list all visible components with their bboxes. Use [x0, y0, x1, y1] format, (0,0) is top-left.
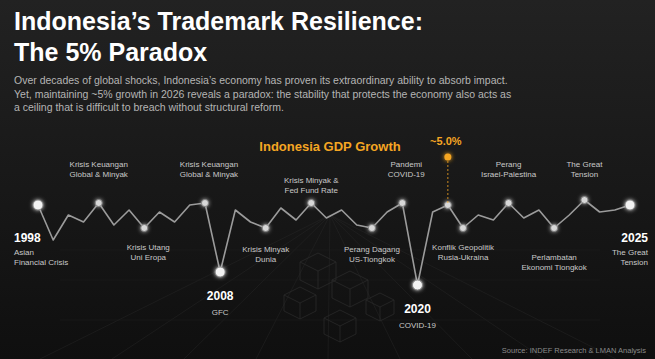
- event-dot: [505, 200, 512, 207]
- annotation: Israel-Palestina: [481, 170, 537, 179]
- annotation: Uni Eropa: [130, 253, 166, 262]
- event-dot: [460, 225, 467, 232]
- annotation-dot: [444, 154, 451, 161]
- annotation: Dunia: [255, 255, 276, 264]
- annotations: AsianFinancial CrisisKrisis KeuanganGlob…: [14, 135, 649, 330]
- deco-cube: [300, 253, 336, 271]
- title: The 5% Paradox: [14, 38, 207, 66]
- annotation: Krisis Minyak: [242, 245, 290, 254]
- annotation: US-Tiongkok: [349, 255, 396, 264]
- annotation: Tension: [620, 258, 648, 267]
- annotation: COVID-19: [388, 170, 425, 179]
- annotation: Krisis Utang: [127, 243, 170, 252]
- annotation: Konflik Geopolitik: [432, 243, 495, 252]
- gdp-line: [38, 200, 630, 285]
- annotation: GFC: [212, 308, 229, 317]
- chart: Indonesia’s Trademark Resilience: The 5% …: [0, 0, 655, 359]
- deco-cube: [318, 271, 319, 289]
- subtitle: Yet, maintaining ~5% growth in 2026 reve…: [14, 88, 511, 100]
- deco-cube: [324, 318, 356, 342]
- annotation: Tension: [571, 170, 599, 179]
- deco-grid-line: [330, 215, 400, 359]
- deco-cube: [340, 326, 341, 342]
- deco-cube: [366, 293, 394, 307]
- deco-cube: [300, 303, 301, 319]
- source: Source: INDEF Research & LMAN Analysis: [502, 346, 646, 355]
- annotation: Pandemi: [391, 160, 423, 169]
- deco-cube: [350, 289, 351, 307]
- annotation: Krisis Keuangan: [180, 160, 238, 169]
- x-tick-labels: 1998 2008 2020 2025: [14, 231, 648, 316]
- deco-cube: [324, 310, 356, 326]
- reference-line: [30, 156, 640, 158]
- event-dot: [399, 200, 406, 207]
- deco-grid-line: [330, 215, 616, 359]
- title: Indonesia’s Trademark Resilience:: [14, 7, 423, 35]
- deco-cube: [366, 300, 394, 321]
- plot-area: [33, 197, 635, 291]
- annotation: The Great: [566, 160, 603, 169]
- deco-cube: [380, 307, 381, 321]
- deco-grid-line: [40, 215, 330, 359]
- deco-grid-line: [112, 215, 330, 359]
- deco-grid-line: [60, 320, 600, 321]
- event-dot: [215, 267, 225, 277]
- x-tick-label: 2008: [207, 289, 234, 303]
- deco-grid-line: [330, 215, 472, 359]
- annotation: Perang: [496, 160, 522, 169]
- event-dot: [551, 225, 558, 232]
- annotation: Global & Minyak: [180, 170, 239, 179]
- annotation-connector: [447, 157, 448, 205]
- deco-grid-line: [184, 215, 330, 359]
- deco-grid-line: [60, 280, 600, 281]
- annotation: ~5.0%: [430, 135, 462, 147]
- event-dot: [308, 200, 315, 207]
- annotation: Global & Minyak: [70, 170, 129, 179]
- annotation: Krisis Minyak &: [284, 176, 339, 185]
- event-dot: [625, 200, 635, 210]
- annotation: Perlambatan: [531, 253, 576, 262]
- annotation: Asian: [14, 248, 34, 257]
- deco-cube: [332, 271, 368, 289]
- annotation: Fed Fund Rate: [285, 186, 339, 195]
- background: [0, 0, 655, 359]
- annotation: Krisis Keuangan: [70, 160, 128, 169]
- x-tick-label: 2020: [404, 302, 431, 316]
- event-dot: [201, 200, 208, 207]
- event-dot: [368, 225, 375, 232]
- deco-grid-line: [328, 215, 330, 359]
- annotation: The Great: [612, 248, 649, 257]
- annotation: Financial Crisis: [14, 258, 68, 267]
- event-dot: [95, 200, 102, 207]
- event-dot: [262, 225, 269, 232]
- annotation: Ekonomi Tiongkok: [521, 263, 587, 272]
- deco-cube: [284, 295, 316, 319]
- deco-grid-line: [330, 215, 544, 359]
- annotation: Perang Dagang: [344, 245, 400, 254]
- x-tick-label: 2025: [621, 231, 648, 245]
- deco-cube: [332, 280, 368, 307]
- x-tick-label: 1998: [14, 231, 41, 245]
- deco-cube: [284, 287, 316, 303]
- annotation: Indonesia GDP Growth: [259, 139, 400, 154]
- deco-cube: [300, 262, 336, 289]
- decoration: [40, 215, 616, 359]
- event-dot: [581, 197, 588, 204]
- annotation: Rusia-Ukraina: [438, 253, 489, 262]
- subtitle: Over decades of global shocks, Indonesia…: [14, 74, 508, 86]
- subtitle: a ceiling that is difficult to breach wi…: [14, 101, 284, 113]
- annotation: COVID-19: [399, 321, 436, 330]
- event-dot: [33, 200, 43, 210]
- event-dot: [141, 225, 148, 232]
- deco-grid-line: [256, 215, 330, 359]
- event-dot: [412, 280, 422, 290]
